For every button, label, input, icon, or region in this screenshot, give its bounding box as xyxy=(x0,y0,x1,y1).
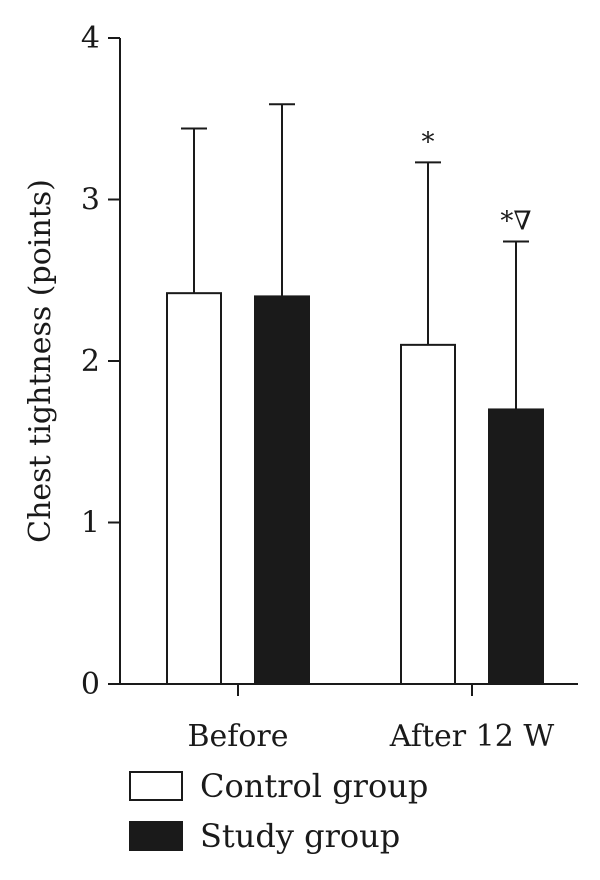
y-tick-label: 1 xyxy=(81,506,100,541)
y-axis-label: Chest tightness (points) xyxy=(23,179,58,543)
significance-marker: * xyxy=(422,127,435,157)
bar xyxy=(254,295,310,685)
legend-swatch xyxy=(129,771,183,801)
x-tick-label: After 12 W xyxy=(389,719,555,754)
y-tick-label: 0 xyxy=(81,667,100,702)
legend-label: Study group xyxy=(200,817,400,855)
legend: Control group Study group xyxy=(129,767,428,855)
x-tick-label: Before xyxy=(187,719,288,754)
bar xyxy=(488,408,544,685)
y-axis: 0 1 2 3 4 xyxy=(81,21,121,702)
y-tick-label: 4 xyxy=(81,21,100,56)
legend-swatch xyxy=(129,821,183,851)
bars xyxy=(166,103,544,685)
y-tick-label: 3 xyxy=(81,183,100,218)
legend-label: Control group xyxy=(200,767,428,805)
x-axis: Before After 12 W xyxy=(120,683,578,754)
significance-annotations: * *∇ xyxy=(422,127,532,236)
bar xyxy=(400,343,456,685)
significance-marker: *∇ xyxy=(500,206,531,236)
y-tick-label: 2 xyxy=(81,344,100,379)
bar xyxy=(166,292,222,685)
